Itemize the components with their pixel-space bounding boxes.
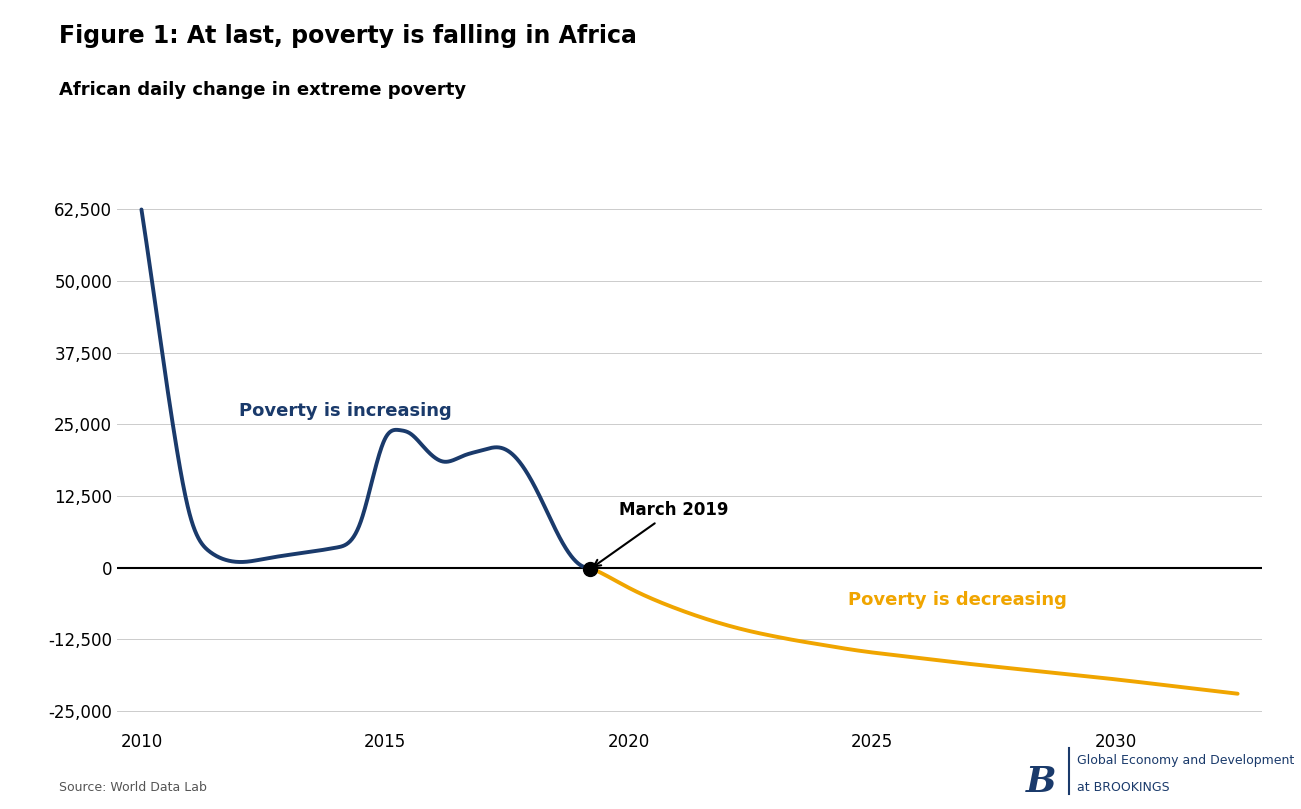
Text: at BROOKINGS: at BROOKINGS	[1077, 781, 1170, 794]
Text: Global Economy and Development: Global Economy and Development	[1077, 754, 1294, 767]
Text: Poverty is increasing: Poverty is increasing	[239, 402, 451, 420]
Text: Source: World Data Lab: Source: World Data Lab	[59, 781, 207, 794]
Text: Poverty is decreasing: Poverty is decreasing	[848, 591, 1067, 609]
Text: March 2019: March 2019	[593, 501, 729, 566]
Text: Figure 1: At last, poverty is falling in Africa: Figure 1: At last, poverty is falling in…	[59, 24, 636, 49]
Text: B: B	[1025, 765, 1056, 799]
Text: African daily change in extreme poverty: African daily change in extreme poverty	[59, 81, 466, 99]
